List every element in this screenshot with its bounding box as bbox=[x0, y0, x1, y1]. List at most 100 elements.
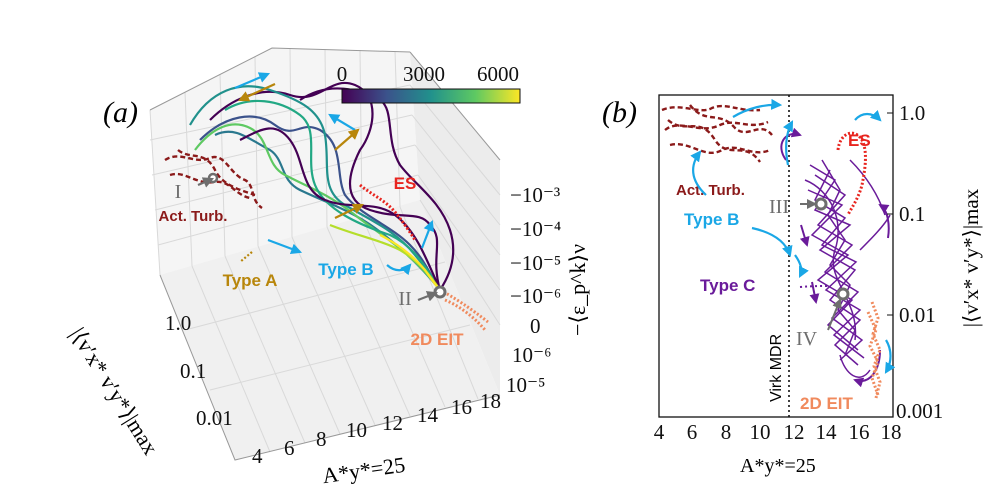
arrow-icon bbox=[690, 150, 707, 196]
arrow-icon bbox=[386, 263, 412, 276]
arrow-icon bbox=[334, 128, 360, 151]
label-IV: IV bbox=[796, 328, 818, 350]
x-tick: 14 bbox=[417, 403, 439, 427]
y-tick: 0.001 bbox=[896, 399, 943, 423]
x-tick: 12 bbox=[382, 411, 403, 435]
type-c-leader bbox=[799, 285, 831, 288]
act-turb-cluster-a bbox=[164, 149, 263, 209]
arrow-icon bbox=[197, 177, 215, 188]
es-trajectory-b bbox=[836, 131, 867, 216]
x-tick: 4 bbox=[252, 444, 263, 468]
axes-frame-b bbox=[658, 94, 894, 418]
pane-floor bbox=[160, 200, 500, 460]
colorbar-ticks: 0 3000 6000 bbox=[337, 62, 519, 86]
x-ticks-a: 4 6 8 10 12 14 16 18 bbox=[252, 389, 501, 468]
panel-b-label: (b) bbox=[602, 96, 637, 129]
trajectory-path bbox=[379, 234, 441, 291]
y-tick: 0.1 bbox=[180, 359, 206, 383]
x-tick: 6 bbox=[687, 420, 698, 444]
virk-mdr-label: Virk MDR bbox=[768, 334, 785, 402]
label-I: I bbox=[175, 181, 182, 203]
x-tick: 10 bbox=[750, 420, 771, 444]
arrow-icon bbox=[780, 127, 802, 161]
x-axis-label-a: A*y*=25 bbox=[321, 452, 407, 488]
panel-a-label: (a) bbox=[103, 96, 138, 129]
x-axis-label-b: A*y*=25 bbox=[740, 455, 816, 477]
type-a-leader bbox=[239, 251, 253, 263]
arrow-icon bbox=[417, 291, 439, 302]
z-ticks: −10⁻³ −10⁻⁴ −10⁻⁵ −10⁻⁶ 0 10⁻⁶ 10⁻⁵ bbox=[506, 183, 561, 397]
box-edges bbox=[149, 47, 501, 461]
marker-II bbox=[433, 285, 447, 299]
act-turb-cluster-b bbox=[661, 104, 773, 163]
z-tick: −10⁻⁵ bbox=[510, 251, 561, 275]
y-axis-label-a: |⟨v′x* v′y*⟩|max bbox=[65, 323, 163, 459]
y-tick: 0.1 bbox=[899, 202, 925, 226]
z-axis-label: −⟨ε_p^k⟩ν bbox=[565, 244, 590, 336]
marker-III bbox=[814, 197, 828, 211]
arrow-icon bbox=[782, 120, 794, 166]
arrow-icon bbox=[267, 238, 303, 255]
label-type-a: Type A bbox=[223, 271, 278, 290]
colorbar bbox=[341, 88, 521, 104]
colorbar-tick: 0 bbox=[337, 62, 348, 86]
panel-b: (b) Virk MDR Act. Turb. bbox=[602, 94, 983, 477]
z-tick: 10⁻⁶ bbox=[512, 343, 551, 367]
label-eit-a: 2D EIT bbox=[411, 330, 465, 349]
trajectories-3d bbox=[189, 82, 455, 291]
arrow-icon bbox=[751, 226, 793, 258]
pane-back-left bbox=[150, 48, 420, 275]
marker-IV bbox=[836, 287, 850, 301]
arrow-icon bbox=[854, 109, 882, 122]
label-eit-b: 2D EIT bbox=[800, 394, 854, 413]
arrow-icon bbox=[732, 98, 783, 118]
arrow-icon bbox=[237, 82, 276, 102]
x-tick: 16 bbox=[451, 395, 472, 419]
x-tick: 6 bbox=[284, 436, 295, 460]
trajectory-path bbox=[224, 99, 441, 291]
pane-back-right bbox=[410, 52, 500, 395]
z-tick: 10⁻⁵ bbox=[506, 373, 545, 397]
purple-arrows bbox=[780, 127, 890, 388]
label-type-b-a: Type B bbox=[318, 260, 373, 279]
arrow-icon bbox=[799, 224, 810, 247]
arrows-a bbox=[197, 72, 439, 302]
label-III: III bbox=[769, 196, 789, 218]
y-axis-label-b: |⟨v′x* v′y*⟩|max bbox=[959, 188, 983, 327]
trajectory-path bbox=[239, 127, 442, 291]
colorbar-tick: 3000 bbox=[403, 62, 445, 86]
x-tick: 18 bbox=[480, 389, 501, 413]
z-tick: −10⁻⁶ bbox=[510, 284, 561, 308]
blue-arrows-b bbox=[690, 98, 896, 374]
label-es-b: ES bbox=[848, 131, 871, 150]
z-tick: −10⁻³ bbox=[510, 183, 560, 207]
arrow-icon bbox=[809, 281, 820, 304]
colorbar-tick: 6000 bbox=[477, 62, 519, 86]
es-trajectory-a bbox=[359, 183, 417, 241]
y-tick: 1.0 bbox=[899, 101, 925, 125]
y-ticks-b: 1.0 0.1 0.01 0.001 bbox=[887, 101, 943, 423]
label-act-turb-a: Act. Turb. bbox=[159, 208, 228, 225]
eit-trajectory-b bbox=[866, 301, 882, 399]
panel-a: 0 3000 6000 (a) I Act. Turb. Type A Type… bbox=[65, 47, 590, 488]
x-tick: 10 bbox=[346, 418, 367, 442]
arrow-icon bbox=[853, 349, 881, 388]
label-type-b-b: Type B bbox=[684, 210, 739, 229]
x-tick: 16 bbox=[849, 420, 870, 444]
leader-IV bbox=[827, 298, 842, 331]
y-tick: 0.01 bbox=[899, 303, 936, 327]
x-tick: 14 bbox=[816, 420, 838, 444]
trajectory-path bbox=[199, 115, 441, 291]
y-tick: 0.01 bbox=[196, 406, 233, 430]
arrow-icon bbox=[328, 113, 356, 131]
y-ticks-a: 1.0 0.1 0.01 bbox=[165, 311, 233, 430]
z-tick: −10⁻⁴ bbox=[510, 217, 561, 241]
z-tick: 0 bbox=[530, 314, 541, 338]
label-II: II bbox=[398, 288, 411, 310]
x-tick: 4 bbox=[654, 420, 665, 444]
label-es-a: ES bbox=[394, 174, 417, 193]
y-tick: 1.0 bbox=[165, 311, 191, 335]
arrow-icon bbox=[420, 219, 434, 249]
x-tick: 8 bbox=[316, 427, 327, 451]
